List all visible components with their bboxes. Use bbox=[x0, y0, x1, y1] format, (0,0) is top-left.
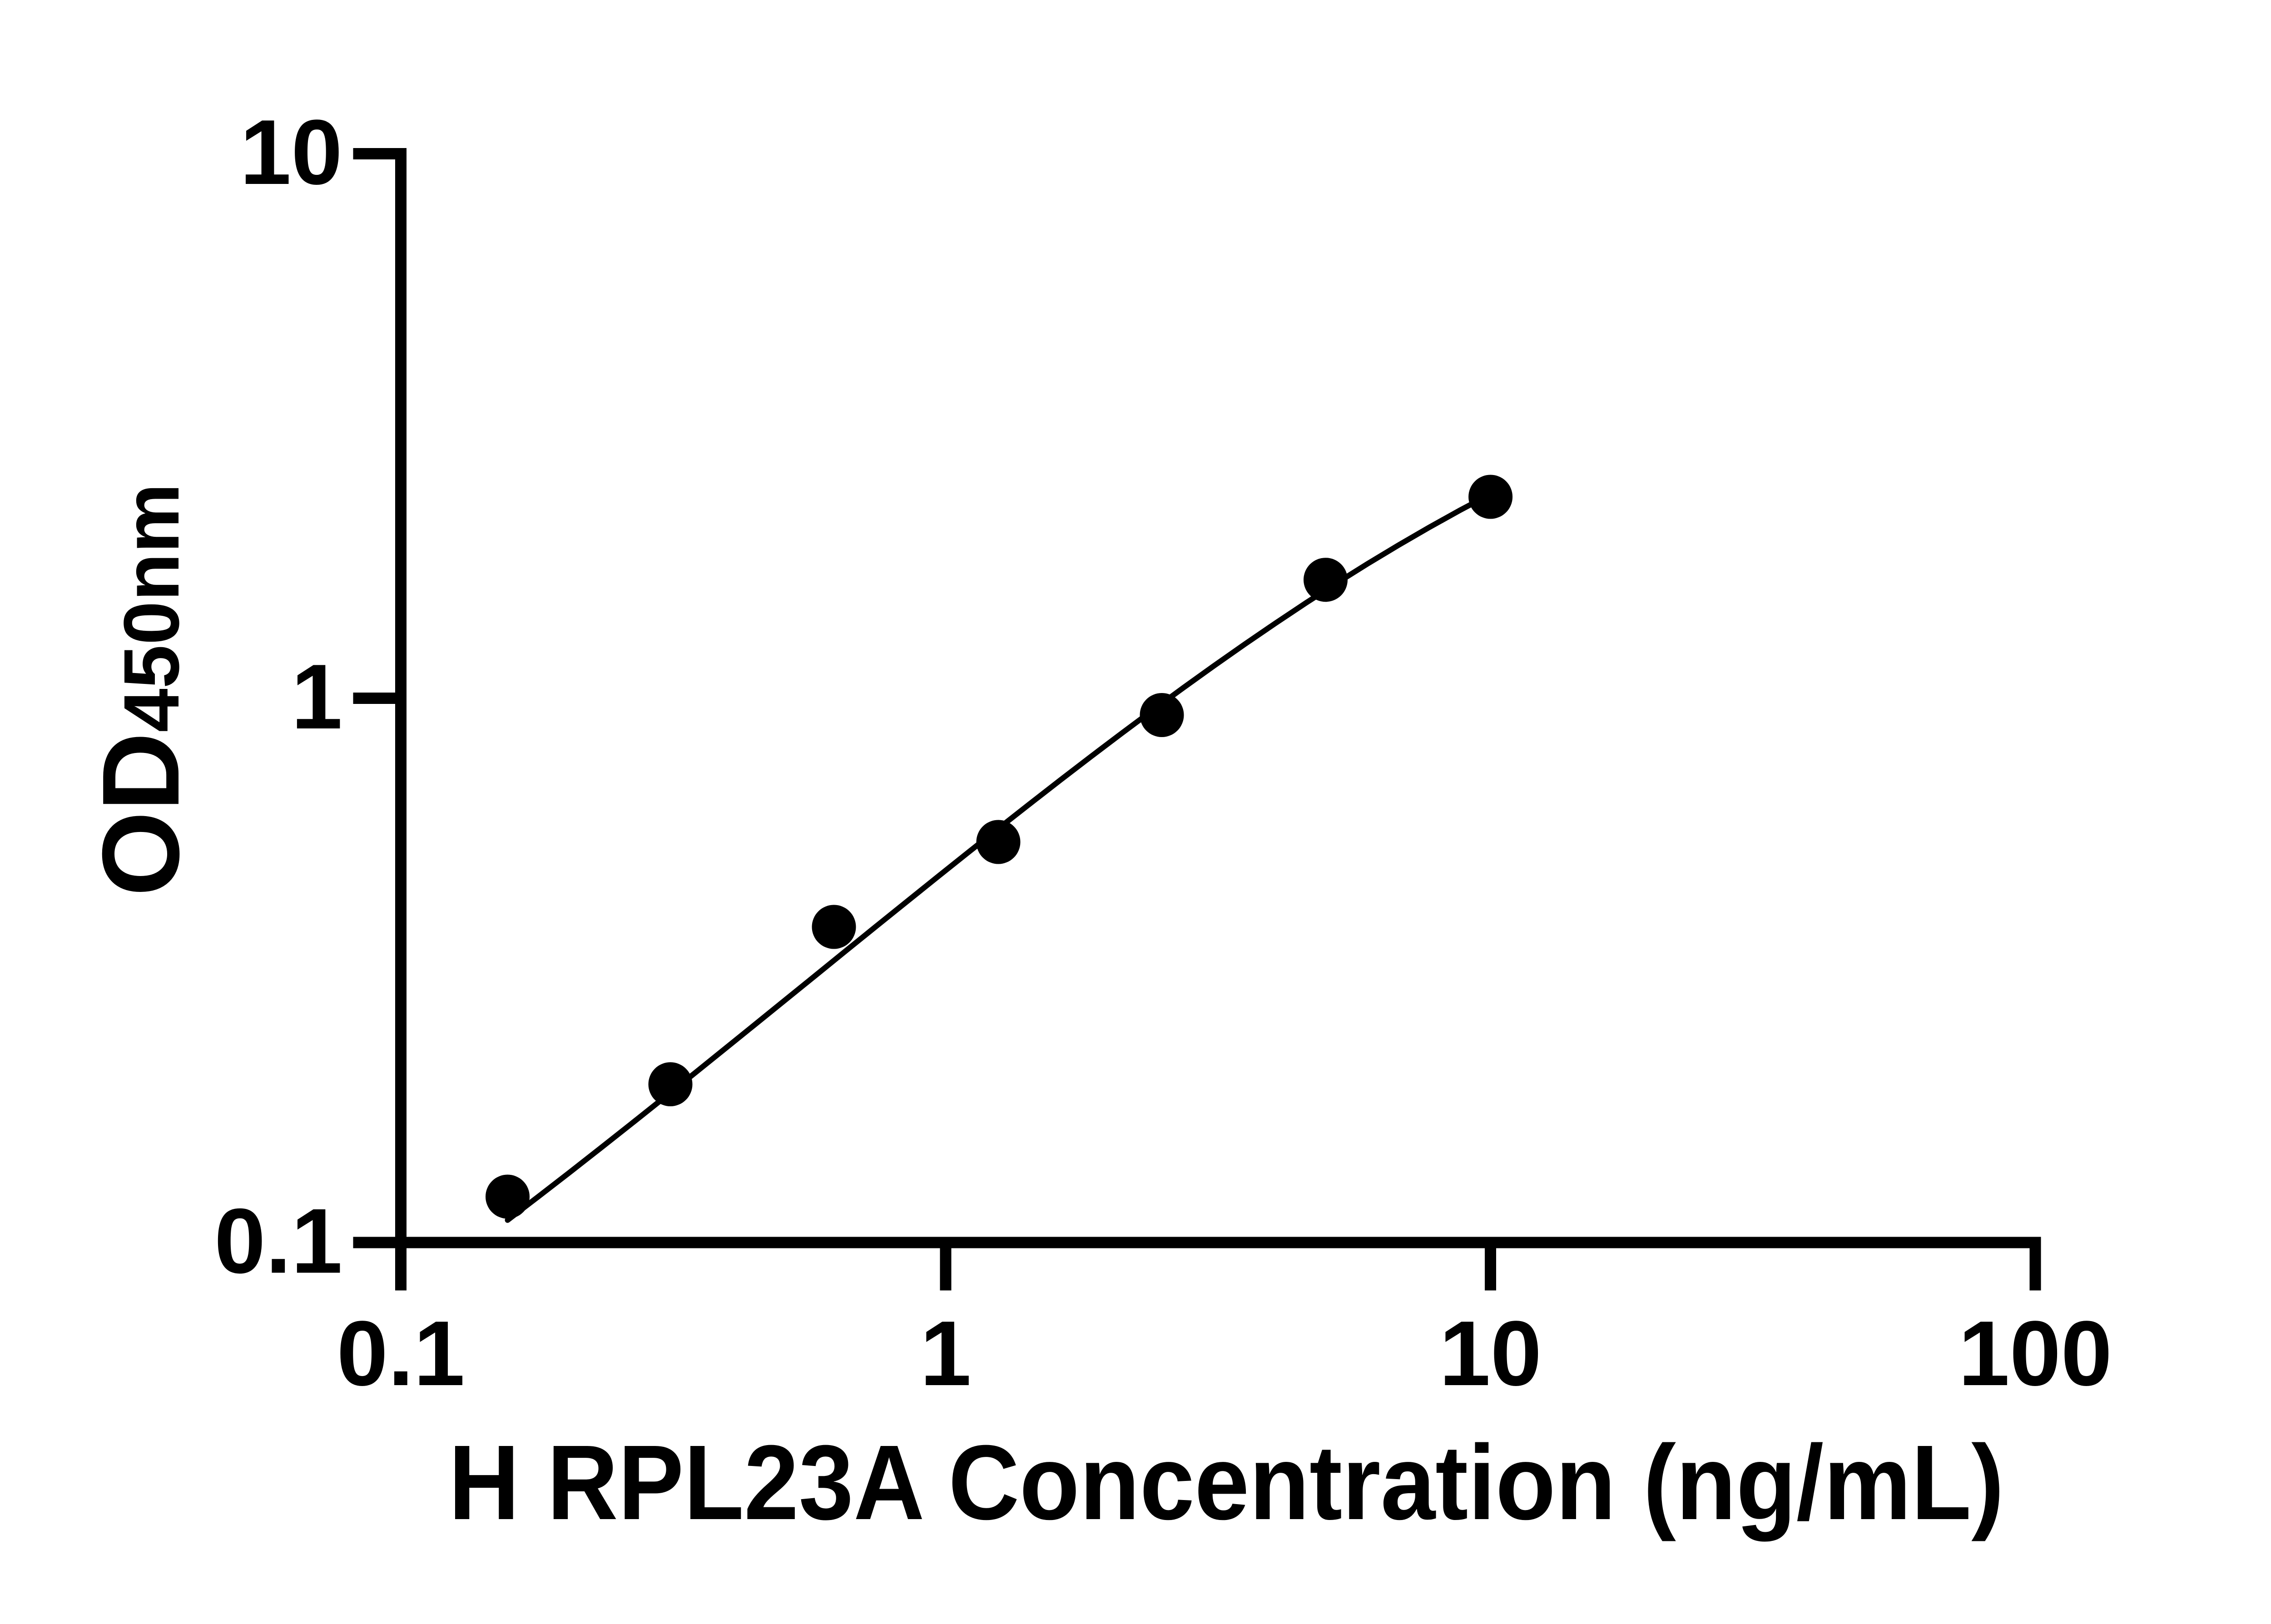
svg-text:0.1: 0.1 bbox=[337, 1302, 465, 1405]
svg-text:1: 1 bbox=[291, 645, 342, 748]
svg-text:10: 10 bbox=[1439, 1302, 1542, 1405]
svg-text:10: 10 bbox=[240, 101, 342, 204]
svg-text:1: 1 bbox=[920, 1302, 972, 1405]
svg-text:0.1: 0.1 bbox=[214, 1190, 342, 1293]
svg-text:H RPL23A Concentration (ng/mL): H RPL23A Concentration (ng/mL) bbox=[449, 1423, 2004, 1542]
svg-text:100: 100 bbox=[1959, 1302, 2112, 1405]
